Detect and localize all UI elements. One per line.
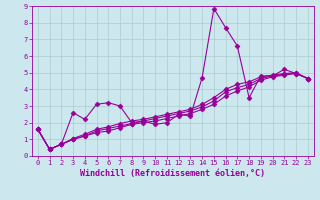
X-axis label: Windchill (Refroidissement éolien,°C): Windchill (Refroidissement éolien,°C)	[80, 169, 265, 178]
